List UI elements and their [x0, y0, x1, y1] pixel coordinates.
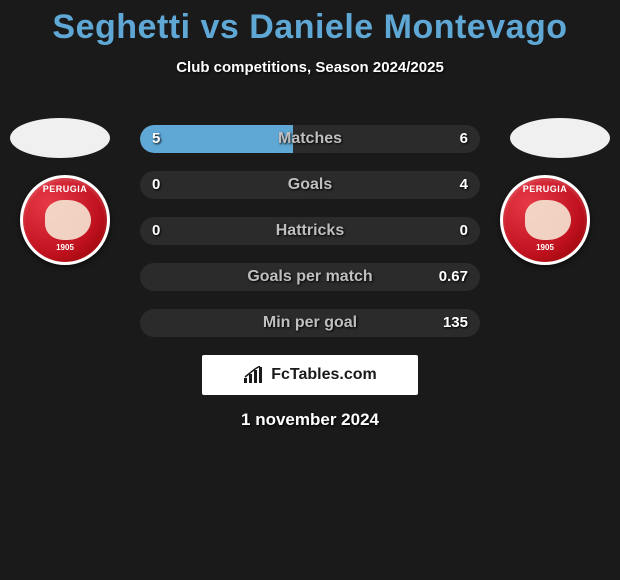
stat-row: 0 Hattricks 0	[140, 217, 480, 245]
club-badge-right	[500, 175, 600, 265]
stat-value-right: 4	[460, 171, 468, 199]
comparison-title: Seghetti vs Daniele Montevago	[0, 0, 620, 47]
branding-badge: FcTables.com	[202, 355, 418, 395]
shield-icon	[500, 175, 590, 265]
bar-chart-icon	[243, 366, 265, 384]
stat-value-right: 6	[460, 125, 468, 153]
stat-row: Min per goal 135	[140, 309, 480, 337]
stat-label: Matches	[140, 125, 480, 153]
stat-label: Goals per match	[140, 263, 480, 291]
stat-value-right: 0	[460, 217, 468, 245]
shield-icon	[20, 175, 110, 265]
stat-row: 5 Matches 6	[140, 125, 480, 153]
stat-label: Hattricks	[140, 217, 480, 245]
player-photo-left	[10, 118, 110, 158]
stat-label: Goals	[140, 171, 480, 199]
stat-row: 0 Goals 4	[140, 171, 480, 199]
branding-text: FcTables.com	[271, 366, 377, 384]
snapshot-date: 1 november 2024	[0, 410, 620, 430]
club-badge-left	[20, 175, 120, 265]
stats-container: 5 Matches 6 0 Goals 4 0 Hattricks 0 Goal…	[140, 125, 480, 355]
stat-label: Min per goal	[140, 309, 480, 337]
stat-value-right: 0.67	[439, 263, 468, 291]
stat-value-right: 135	[443, 309, 468, 337]
comparison-subtitle: Club competitions, Season 2024/2025	[0, 59, 620, 76]
player-photo-right	[510, 118, 610, 158]
stat-row: Goals per match 0.67	[140, 263, 480, 291]
